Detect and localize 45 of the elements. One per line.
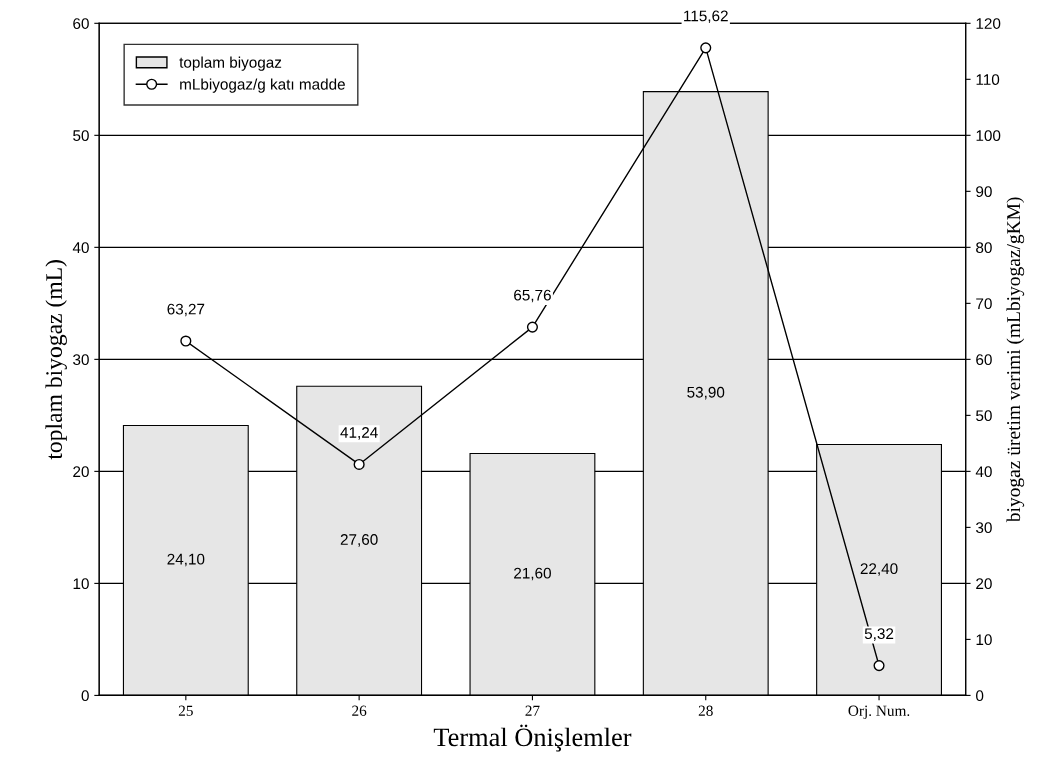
data-label: 63,27 xyxy=(167,303,205,317)
y2-tick-label: 10 xyxy=(976,634,992,646)
data-label: 5,32 xyxy=(864,628,894,641)
y2-tick-label: 110 xyxy=(976,74,1000,85)
y2-tick-label: 50 xyxy=(976,410,992,422)
y2-tick-label: 90 xyxy=(976,186,992,198)
y-tick-label: 0 xyxy=(81,690,89,702)
x-tick-label: 26 xyxy=(352,705,367,716)
data-label: 53,90 xyxy=(687,386,725,400)
point xyxy=(180,335,192,347)
y-tick-label: 40 xyxy=(72,242,89,254)
y2-tick-label: 20 xyxy=(976,578,992,590)
y-axis-title: toplam biyogaz (mL) xyxy=(45,260,67,460)
y2-tick-label: 80 xyxy=(976,242,992,254)
y2-tick-label: 60 xyxy=(976,354,992,366)
data-label: 41,24 xyxy=(340,427,378,440)
point xyxy=(353,458,365,470)
point xyxy=(700,42,712,54)
x-tick-label: 27 xyxy=(525,705,540,716)
data-label: 21,60 xyxy=(514,567,551,581)
data-label: 65,76 xyxy=(514,289,551,303)
y2-tick-label: 30 xyxy=(976,522,992,534)
y-tick-label: 60 xyxy=(73,18,89,29)
data-label: 24,10 xyxy=(167,553,205,567)
y-tick-label: 30 xyxy=(73,354,89,366)
y2-tick-label: 120 xyxy=(976,18,1001,29)
legend-label: mLbiyogaz/g katı madde xyxy=(180,78,345,93)
y2-tick-label: 100 xyxy=(976,130,1001,142)
y2-axis-title: biyogaz üretim verimi (mLbiyogaz/gKM) xyxy=(1006,197,1025,523)
y2-tick-label: 0 xyxy=(976,690,984,702)
y-tick-label: 20 xyxy=(73,466,89,478)
x-tick-label: 28 xyxy=(698,705,713,716)
data-label: 22,40 xyxy=(860,563,898,576)
data-label: 27,60 xyxy=(340,534,378,547)
data-label: 115,62 xyxy=(684,10,728,24)
point xyxy=(526,321,538,333)
x-tick-label: Orj. Num. xyxy=(848,705,910,719)
point xyxy=(873,660,885,672)
legend-label: toplam biyogaz xyxy=(179,56,282,71)
y2-tick-label: 70 xyxy=(976,298,992,310)
x-axis-title: Termal Önişlemler xyxy=(433,724,632,752)
x-tick-label: 25 xyxy=(178,705,193,716)
y-tick-label: 10 xyxy=(73,578,89,590)
y2-tick-label: 40 xyxy=(975,466,992,478)
y-tick-label: 50 xyxy=(73,130,89,142)
